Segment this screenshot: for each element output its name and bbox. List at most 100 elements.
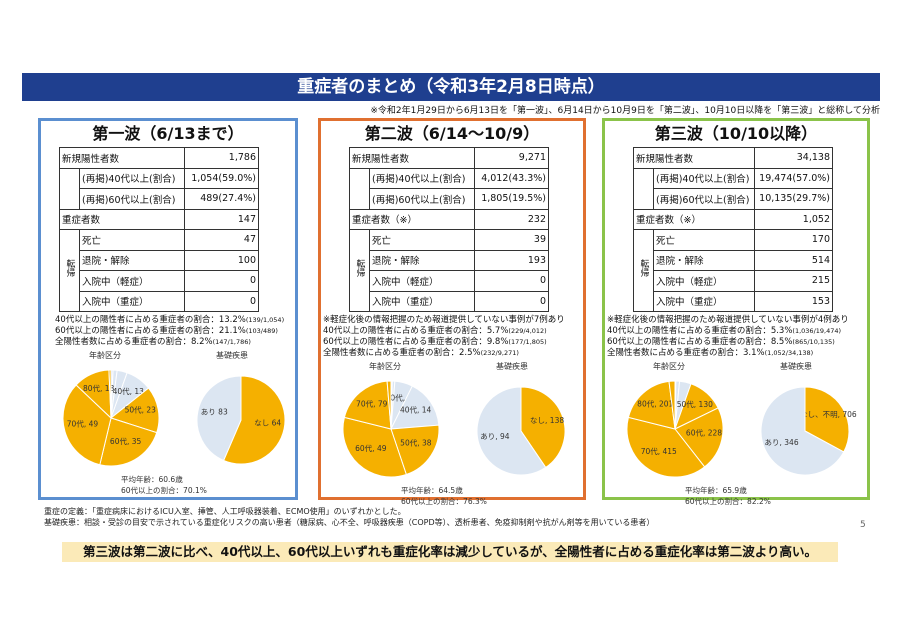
disease-pie: なし、不明, 706 あり, 346 — [760, 386, 857, 476]
age-pie: 40代, 13 50代, 23 60代, 35 70代, 49 80代, 18 — [62, 369, 160, 467]
pie-svg: 50代, 130 60代, 228 70代, 415 80代, 201 なし、不明, … — [626, 380, 857, 478]
pie-slice-あり — [804, 386, 850, 453]
pie-slice-なし — [476, 386, 547, 476]
pie-label: 70代, 79 — [356, 398, 388, 408]
wave-stats-table: 新規陽性者数 34,138 (再掲)40代以上(割合) 19,474(57.0%… — [632, 147, 833, 312]
hospital-mild-row: 入院中（軽症） 0 — [60, 270, 260, 292]
avg-age: 平均年齢：65.9歳 — [685, 486, 747, 495]
new-positive-value: 9,271 — [473, 147, 550, 169]
discharge-value: 514 — [754, 249, 833, 271]
hospital-severe-value: 0 — [183, 290, 260, 312]
new-positive-value: 1,786 — [183, 147, 260, 169]
over40-row: (再掲)40代以上(割合) 19,474(57.0%) — [633, 167, 833, 189]
age-pie: 90代, 3 40代, 14 50代, 38 60代, 49 70代, 79 — [342, 380, 440, 478]
rate-40-plus: 40代以上の陽性者に占める重症者の割合：13.2%(139/1,054) — [55, 315, 285, 325]
pie-slice-70代 — [342, 416, 407, 478]
severe-row: 重症者数（※） 1,052 — [632, 208, 833, 230]
over40-label: (再掲)40代以上(割合) — [369, 167, 475, 189]
rate-60-plus: 60代以上の陽性者に占める重症者の割合：21.1%(103/489) — [55, 326, 278, 336]
hospital-severe-value: 153 — [754, 290, 833, 312]
summary-banner: 第三波は第二波に比べ、40代以上、60代以上いずれも重症化率は減少しているが、全… — [62, 542, 838, 562]
severity-rates: ※軽症化後の情報把握のため報道提供していない事例が4例あり 40代以上の陽性者に… — [607, 315, 867, 359]
pie-label: 80代, 201 — [637, 399, 673, 409]
severe-row: 重症者数 147 — [59, 208, 260, 230]
pie-slice-70代 — [62, 384, 112, 466]
new-positive-label: 新規陽性者数 — [632, 147, 756, 169]
hospital-mild-label: 入院中（軽症） — [79, 270, 185, 292]
disease-pie: なし, 138 あり, 94 — [476, 386, 566, 476]
pie-area: 年齢区分 基礎疾患 50代, 130 60代, 228 70代, 415 80代, 2… — [605, 359, 867, 509]
footnote: ※軽症化後の情報把握のため報道提供していない事例が7例あり — [323, 315, 565, 325]
death-row: 転帰 死亡 170 — [633, 229, 833, 312]
discharge-label: 退院・解除 — [79, 249, 185, 271]
pie-label: 80代, 18 — [83, 383, 115, 393]
over60-share: 60代以上の割合：70.1% — [121, 486, 207, 495]
over60-value: 10,135(29.7%) — [754, 188, 833, 210]
severity-rates: 40代以上の陽性者に占める重症者の割合：13.2%(139/1,054) 60代… — [55, 315, 295, 348]
wave-title: 第一波（6/13まで） — [92, 124, 244, 143]
disease-pie-header: 基礎疾患 — [496, 362, 528, 371]
new-positive-row: 新規陽性者数 9,271 — [349, 147, 550, 169]
pie-label: 90代, 3 — [386, 392, 413, 402]
over40-value: 19,474(57.0%) — [754, 167, 833, 189]
pie-slice-あり — [520, 386, 566, 469]
wave-2-panel: 第二波（6/14〜10/9） 新規陽性者数 9,271 (再掲)40代以上(割合… — [318, 118, 586, 506]
death-label: 死亡 — [79, 229, 185, 251]
new-positive-row: 新規陽性者数 1,786 — [59, 147, 260, 169]
definitions: 重症の定義：「重症病床におけるICU入室、挿管、人工呼吸器装着、ECMO使用」の… — [44, 506, 654, 528]
outcome-side-label: 転帰 — [633, 229, 654, 312]
wave-stats-table: 新規陽性者数 9,271 (再掲)40代以上(割合) 4,012(43.3%) … — [349, 147, 550, 312]
pie-label: 40代, 13 — [113, 386, 145, 396]
pie-label: なし 64 — [254, 419, 281, 428]
wave-1-panel: 第一波（6/13まで） 新規陽性者数 1,786 (再掲)40代以上(割合) 1… — [38, 118, 298, 500]
hospital-mild-value: 0 — [473, 270, 550, 292]
pie-slice-90代 — [108, 369, 112, 419]
definition-severe: 重症の定義：「重症病床におけるICU入室、挿管、人工呼吸器装着、ECMO使用」の… — [44, 507, 406, 516]
rate-60-plus: 60代以上の陽性者に占める重症者の割合：9.8%(177/1,805) — [323, 337, 547, 347]
pie-slice-90代 — [386, 380, 392, 430]
avg-age: 平均年齢：60.6歳 — [121, 475, 183, 484]
new-positive-value: 34,138 — [754, 147, 833, 169]
pie-label: 70代, 49 — [67, 418, 99, 428]
outcome-side-label: 転帰 — [59, 229, 80, 312]
rate-all: 全陽性者数に占める重症者の割合：2.5%(232/9,271) — [323, 348, 519, 358]
pie-area: 年齢区分 基礎疾患 90代, 3 40代, 14 50代, 38 60代, 49 70代… — [321, 359, 583, 509]
hospital-severe-value: 0 — [473, 290, 550, 312]
hospital-severe-row: 入院中（重症） 153 — [634, 290, 833, 312]
death-label: 死亡 — [652, 229, 756, 251]
disease-pie-header: 基礎疾患 — [780, 362, 812, 371]
rate-all: 全陽性者数に占める重症者の割合：3.1%(1,052/34,138) — [607, 348, 814, 358]
wave-title: 第二波（6/14〜10/9） — [364, 124, 540, 143]
death-row: 転帰 死亡 39 — [349, 229, 550, 312]
hospital-severe-row: 入院中（重症） 0 — [350, 290, 550, 312]
over40-value: 4,012(43.3%) — [473, 167, 550, 189]
new-positive-row: 新規陽性者数 34,138 — [632, 147, 833, 169]
pie-label: 60代, 35 — [110, 436, 142, 446]
death-row: 転帰 死亡 47 — [59, 229, 260, 312]
discharge-row: 退院・解除 100 — [60, 249, 260, 271]
period-note: ※令和2年1月29日から6月13日を「第一波」、6月14日から10月9日を「第二… — [370, 106, 880, 116]
rate-60-plus: 60代以上の陽性者に占める重症者の割合：8.5%(865/10,135) — [607, 337, 835, 347]
over60-value: 1,805(19.5%) — [473, 188, 550, 210]
hospital-mild-label: 入院中（軽症） — [369, 270, 475, 292]
severe-value: 232 — [473, 208, 550, 230]
over60-row: (再掲)60代以上(割合) 10,135(29.7%) — [633, 188, 833, 210]
discharge-row: 退院・解除 514 — [634, 249, 833, 271]
over40-label: (再掲)40代以上(割合) — [652, 167, 756, 189]
hospital-severe-label: 入院中（重症） — [369, 290, 475, 312]
pie-slice-60代 — [99, 417, 158, 467]
new-positive-label: 新規陽性者数 — [59, 147, 185, 169]
over40-label: (再掲)40代以上(割合) — [79, 167, 185, 189]
pie-label: 50代, 130 — [677, 399, 713, 409]
pie-svg: 90代, 3 40代, 14 50代, 38 60代, 49 70代, 79 なし, 1… — [342, 380, 566, 478]
hospital-severe-label: 入院中（重症） — [79, 290, 185, 312]
wave-title: 第三波（10/10以降） — [654, 124, 818, 143]
wave-3-panel: 第三波（10/10以降） 新規陽性者数 34,138 (再掲)40代以上(割合)… — [602, 118, 870, 506]
age-pie-header: 年齢区分 — [369, 362, 401, 371]
death-label: 死亡 — [369, 229, 475, 251]
pie-slice-50代 — [390, 385, 440, 430]
severity-rates: ※軽症化後の情報把握のため報道提供していない事例が7例あり 40代以上の陽性者に… — [323, 315, 583, 359]
discharge-label: 退院・解除 — [369, 249, 475, 271]
pie-label: 60代, 228 — [686, 428, 722, 438]
definition-disease: 基礎疾患：相談・受診の目安で示されている重症化リスクの高い患者（糖尿病、心不全、… — [44, 518, 655, 527]
